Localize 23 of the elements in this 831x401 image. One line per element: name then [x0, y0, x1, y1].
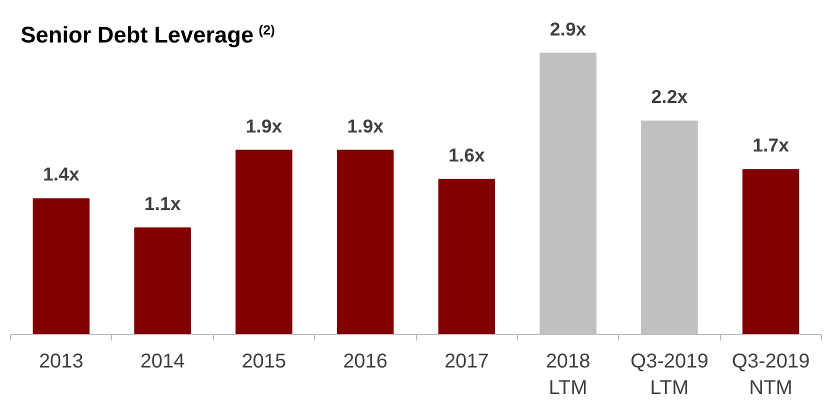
- data-label: 1.9x: [347, 115, 384, 136]
- x-tick-label: Q3-2019 LTM: [630, 350, 708, 399]
- data-label: 1.9x: [246, 115, 283, 136]
- data-label: 1.6x: [448, 144, 486, 166]
- x-tick-label: 2016: [343, 350, 388, 372]
- bar: [438, 178, 496, 334]
- x-tick-label: Q3-2019 NTM: [732, 350, 810, 399]
- x-tick-label: 2014: [140, 350, 185, 372]
- data-label: 2.9x: [550, 18, 587, 40]
- bar: [742, 169, 800, 334]
- data-label: 1.7x: [752, 134, 790, 156]
- x-tick-label: 2017: [444, 350, 489, 372]
- bar: [336, 150, 394, 334]
- x-tick-label: 2018 LTM: [546, 350, 590, 399]
- x-tick-label: 2015: [242, 350, 286, 372]
- data-label: 1.4x: [43, 164, 80, 185]
- data-label: 1.1x: [144, 192, 182, 214]
- bar: [236, 150, 292, 334]
- chart-title: Senior Debt Leverage (2): [20, 22, 275, 48]
- x-tick-label: 2013: [38, 350, 84, 372]
- bar: [32, 198, 90, 334]
- data-label: 2.2x: [651, 86, 688, 108]
- bar: [134, 227, 191, 334]
